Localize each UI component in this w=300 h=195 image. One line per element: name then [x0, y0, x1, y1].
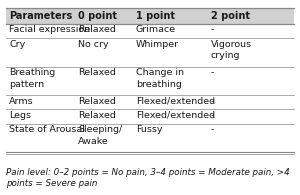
Text: -: -	[211, 97, 214, 106]
Text: -: -	[211, 25, 214, 34]
Text: Sleeping/
Awake: Sleeping/ Awake	[78, 125, 122, 146]
Text: Arms: Arms	[9, 97, 34, 106]
Text: -: -	[211, 125, 214, 134]
Text: Legs: Legs	[9, 111, 31, 120]
Text: 1 point: 1 point	[136, 11, 175, 21]
Text: No cry: No cry	[78, 40, 109, 49]
Text: Relaxed: Relaxed	[78, 111, 116, 120]
Text: Vigorous
crying: Vigorous crying	[211, 40, 252, 60]
Text: Fussy: Fussy	[136, 125, 162, 134]
Text: Parameters: Parameters	[9, 11, 72, 21]
Bar	[6, 95, 294, 109]
Bar	[6, 66, 294, 95]
Text: 0 point: 0 point	[78, 11, 117, 21]
Bar	[6, 38, 294, 66]
Text: Whimper: Whimper	[136, 40, 179, 49]
Text: Relaxed: Relaxed	[78, 97, 116, 106]
Text: Relaxed: Relaxed	[78, 25, 116, 34]
Text: Facial expression: Facial expression	[9, 25, 90, 34]
Text: 2 point: 2 point	[211, 11, 250, 21]
Text: Flexed/extended: Flexed/extended	[136, 111, 215, 120]
Text: Change in
breathing: Change in breathing	[136, 68, 184, 89]
Text: Breathing
pattern: Breathing pattern	[9, 68, 55, 89]
Text: Relaxed: Relaxed	[78, 68, 116, 77]
Bar	[6, 109, 294, 124]
Text: -: -	[211, 111, 214, 120]
Text: Flexed/extended: Flexed/extended	[136, 97, 215, 106]
Text: Grimace: Grimace	[136, 25, 176, 34]
Bar	[6, 124, 294, 152]
Text: Pain level: 0–2 points = No pain, 3–4 points = Moderate pain, >4
points = Severe: Pain level: 0–2 points = No pain, 3–4 po…	[6, 168, 290, 189]
Bar	[6, 24, 294, 38]
Text: Cry: Cry	[9, 40, 25, 49]
Bar	[6, 8, 294, 24]
Text: -: -	[211, 68, 214, 77]
Text: State of Arousal: State of Arousal	[9, 125, 85, 134]
